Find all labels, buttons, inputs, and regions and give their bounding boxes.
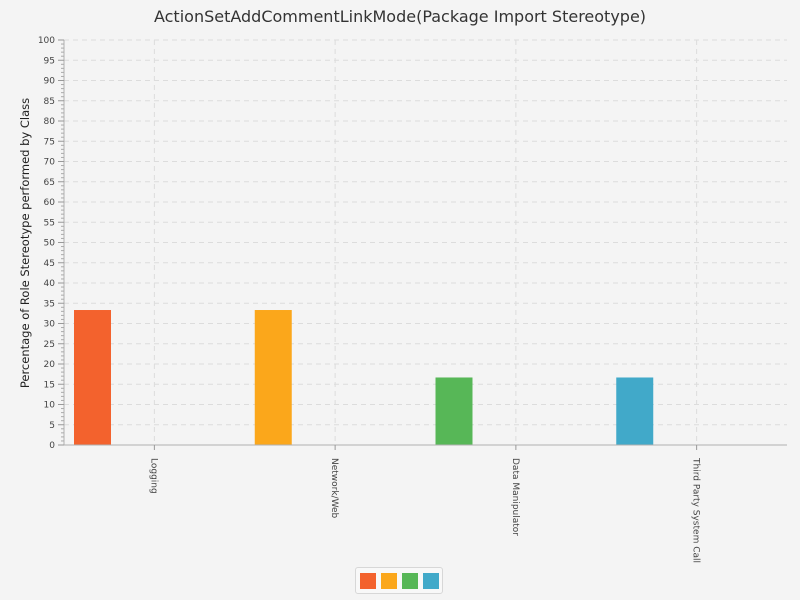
x-tick-label: Network/Web: [329, 458, 339, 519]
y-tick-label: 100: [38, 36, 55, 46]
legend-swatch-2: [381, 573, 397, 589]
legend-swatch-3: [402, 573, 418, 589]
axes: 0 5 10 15 20 25 30 35 40 45 50 55 60 65 70 75 80 85 90 95 10…: [38, 36, 787, 563]
y-tick-label: 60: [44, 198, 56, 208]
y-tick-label: 10: [44, 401, 56, 411]
bar-logging: [74, 310, 111, 445]
y-tick-label: 0: [49, 441, 55, 451]
y-tick-label: 45: [44, 259, 55, 269]
y-tick-label: 5: [49, 421, 55, 431]
y-tick-label: 80: [44, 117, 56, 127]
y-tick-label: 35: [44, 299, 55, 309]
y-tick-label: 25: [44, 340, 55, 350]
y-tick-label: 95: [44, 56, 55, 66]
bar-network-web: [255, 310, 292, 445]
grid-lines: [64, 40, 787, 445]
legend: [355, 567, 443, 594]
y-tick-label: 75: [44, 137, 55, 147]
y-tick-label: 65: [44, 178, 55, 188]
bar-data-manipulator: [436, 377, 473, 445]
x-tick-label: Data Manipulator: [510, 458, 520, 536]
y-tick-label: 85: [44, 97, 55, 107]
x-tick-label: Third Party System Call: [691, 457, 701, 563]
legend-swatch-1: [360, 573, 376, 589]
y-tick-label: 55: [44, 218, 55, 228]
y-tick-label: 20: [44, 360, 56, 370]
legend-swatch-4: [423, 573, 439, 589]
y-tick-label: 40: [44, 279, 56, 289]
y-tick-label: 30: [44, 320, 56, 330]
y-tick-label: 15: [44, 380, 55, 390]
y-tick-label: 90: [44, 77, 56, 87]
y-axis-label: Percentage of Role Stereotype performed …: [18, 98, 32, 388]
y-tick-label: 70: [44, 158, 56, 168]
bar-third-party-system-call: [616, 377, 653, 445]
y-tick-label: 50: [44, 239, 56, 249]
x-tick-label: Logging: [148, 458, 158, 494]
